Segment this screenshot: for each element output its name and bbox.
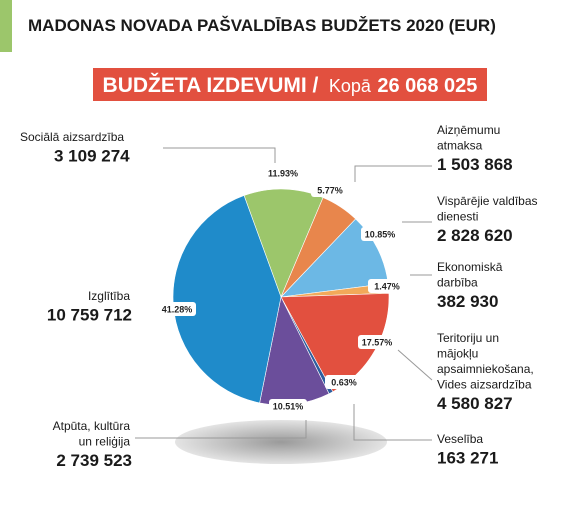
leader-line	[353, 404, 432, 441]
amount-label: 3 109 274	[54, 147, 130, 166]
category-label: Atpūta, kultūra	[53, 419, 131, 433]
category-label: Veselība	[437, 432, 483, 446]
category-label: Aizņēmumu	[437, 123, 500, 137]
category-label: Ekonomiskā	[437, 260, 503, 274]
leader-line	[354, 165, 432, 182]
percent-label: 0.63%	[331, 378, 357, 388]
chart-title: MADONAS NOVADA PAŠVALDĪBAS BUDŽETS 2020 …	[28, 16, 496, 35]
category-label: darbība	[437, 276, 478, 290]
subtitle: BUDŽETA IZDEVUMI /	[103, 73, 319, 97]
amount-label: 2 828 620	[437, 226, 513, 245]
percent-label: 10.51%	[273, 402, 304, 412]
category-label: Izglītība	[88, 289, 130, 303]
category-label: un reliģija	[79, 435, 131, 449]
leader-line	[163, 147, 276, 163]
percent-label-box	[368, 279, 406, 293]
leader-line	[397, 349, 433, 381]
percent-label-box	[358, 335, 396, 349]
category-label: Vides aizsardzība	[437, 378, 532, 392]
pie	[172, 188, 390, 406]
category-label: apsaimniekošana,	[437, 362, 534, 376]
category-label: atmaksa	[437, 139, 483, 153]
amount-label: 163 271	[437, 449, 498, 468]
category-label: Teritoriju un	[437, 331, 499, 345]
percent-label: 5.77%	[317, 186, 343, 196]
total: 26 068 025	[377, 75, 477, 97]
banner-text: BUDŽETA IZDEVUMI / Kopā 26 068 025	[103, 73, 478, 97]
leader-lines	[135, 147, 433, 441]
category-label: Sociālā aizsardzība	[20, 130, 124, 144]
pie-shadow	[175, 420, 387, 464]
percent-label-box	[158, 302, 196, 316]
percent-label-box	[269, 399, 307, 413]
leader-line	[135, 420, 307, 439]
category-label: dienesti	[437, 210, 478, 224]
banner	[93, 68, 487, 101]
percent-label: 41.28%	[162, 305, 193, 315]
total-label: Kopā	[329, 76, 372, 96]
amount-label: 382 930	[437, 292, 498, 311]
percent-label: 11.93%	[268, 169, 298, 179]
amount-label: 10 759 712	[47, 306, 132, 325]
percent-label: 17.57%	[362, 338, 393, 348]
percent-label-box	[361, 227, 399, 241]
accent-bar	[0, 0, 12, 52]
percent-label-box	[264, 166, 302, 180]
amount-label: 4 580 827	[437, 394, 513, 413]
percent-label: 1.47%	[374, 282, 400, 292]
amount-label: 1 503 868	[437, 155, 513, 174]
percent-label: 10.85%	[365, 230, 396, 240]
category-label: mājokļu	[437, 347, 478, 361]
category-label: Vispārējie valdības	[437, 194, 538, 208]
percent-label-box	[325, 375, 363, 389]
percent-label-box	[311, 183, 349, 197]
amount-label: 2 739 523	[56, 451, 132, 470]
